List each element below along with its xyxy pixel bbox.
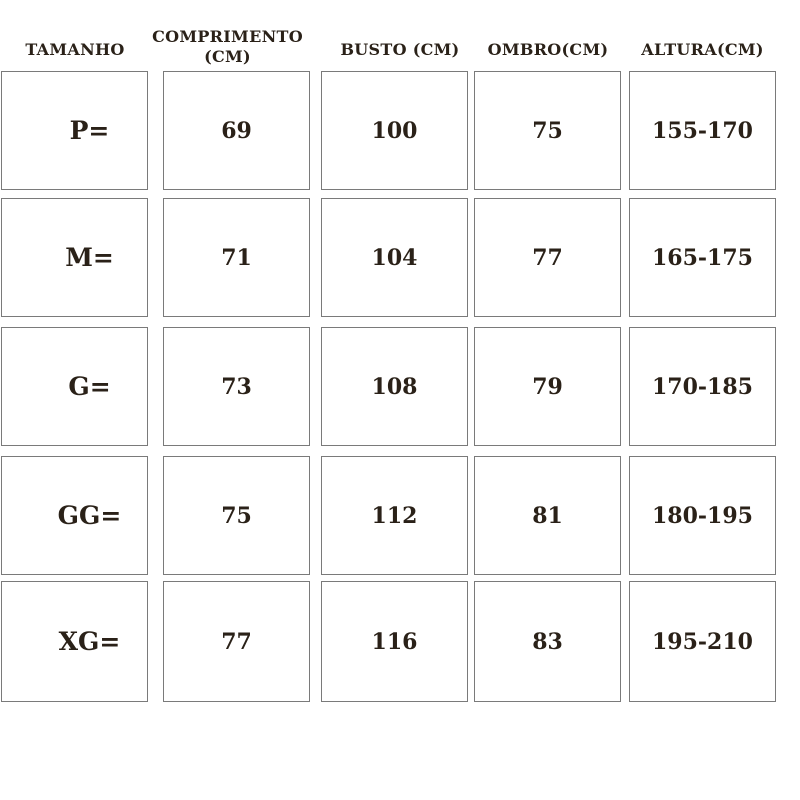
cell-altura: 165-175 <box>629 198 776 317</box>
cell-value: GG= <box>57 501 122 530</box>
cell-value: 83 <box>532 628 563 655</box>
cell-value: 165-175 <box>652 244 753 271</box>
cell-value: 195-210 <box>652 628 753 655</box>
cell-value: 75 <box>221 502 252 529</box>
cell-value: 77 <box>221 628 252 655</box>
cell-ombro: 75 <box>474 71 621 190</box>
cell-comprimento: 73 <box>163 327 310 446</box>
cell-value: 75 <box>532 117 563 144</box>
cell-value: M= <box>65 243 114 272</box>
cell-value: 71 <box>221 244 252 271</box>
cell-size: GG= <box>1 456 148 575</box>
cell-size: XG= <box>1 581 148 702</box>
cell-size: M= <box>1 198 148 317</box>
cell-value: 77 <box>532 244 563 271</box>
cell-value: P= <box>69 116 110 145</box>
cell-value: XG= <box>58 627 121 656</box>
cell-value: 180-195 <box>652 502 753 529</box>
cell-ombro: 77 <box>474 198 621 317</box>
cell-value: 116 <box>371 628 418 655</box>
header-comprimento: COMPRIMENTO (CM) <box>145 27 310 67</box>
header-ombro: OMBRO(CM) <box>487 40 609 59</box>
cell-comprimento: 77 <box>163 581 310 702</box>
cell-value: 170-185 <box>652 373 753 400</box>
cell-value: 69 <box>221 117 252 144</box>
cell-size: G= <box>1 327 148 446</box>
cell-altura: 195-210 <box>629 581 776 702</box>
header-busto: BUSTO (CM) <box>340 40 460 59</box>
cell-value: 79 <box>532 373 563 400</box>
cell-busto: 112 <box>321 456 468 575</box>
cell-altura: 155-170 <box>629 71 776 190</box>
cell-value: 104 <box>371 244 418 271</box>
header-comprimento-line1: COMPRIMENTO <box>152 27 303 46</box>
header-comprimento-line2: (CM) <box>204 47 251 66</box>
cell-busto: 116 <box>321 581 468 702</box>
cell-comprimento: 69 <box>163 71 310 190</box>
header-altura: ALTURA(CM) <box>641 40 764 59</box>
cell-ombro: 79 <box>474 327 621 446</box>
cell-value: 73 <box>221 373 252 400</box>
cell-busto: 108 <box>321 327 468 446</box>
cell-ombro: 83 <box>474 581 621 702</box>
cell-value: 155-170 <box>652 117 753 144</box>
cell-value: 108 <box>371 373 418 400</box>
cell-value: 81 <box>532 502 563 529</box>
cell-altura: 170-185 <box>629 327 776 446</box>
cell-value: 100 <box>371 117 418 144</box>
cell-size: P= <box>1 71 148 190</box>
cell-busto: 104 <box>321 198 468 317</box>
cell-busto: 100 <box>321 71 468 190</box>
cell-value: 112 <box>371 502 418 529</box>
cell-value: G= <box>68 372 111 401</box>
header-tamanho: TAMANHO <box>25 40 125 59</box>
cell-altura: 180-195 <box>629 456 776 575</box>
cell-comprimento: 75 <box>163 456 310 575</box>
cell-ombro: 81 <box>474 456 621 575</box>
cell-comprimento: 71 <box>163 198 310 317</box>
